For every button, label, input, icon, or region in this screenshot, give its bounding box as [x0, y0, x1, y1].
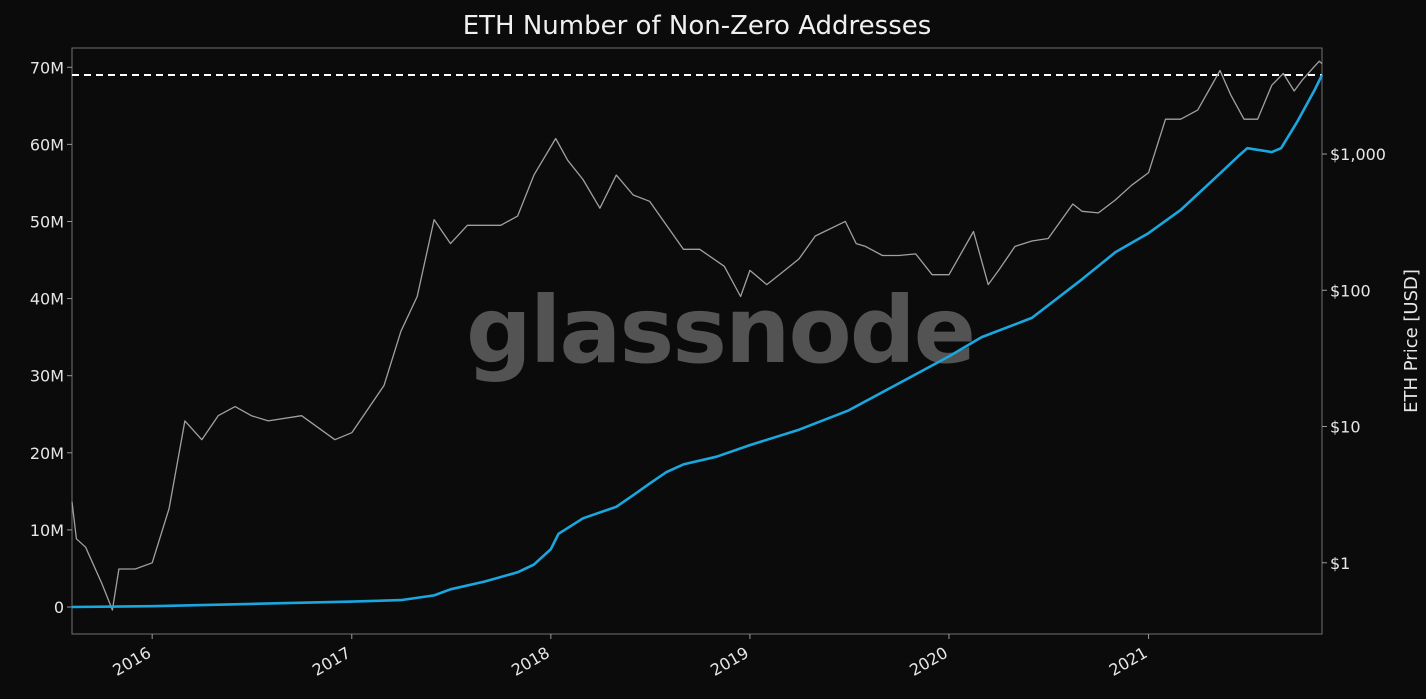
left-tick-label: 50M — [30, 212, 64, 231]
left-tick-label: 60M — [30, 135, 64, 154]
non-zero-addresses-line — [71, 74, 1324, 609]
left-tick-label: 40M — [30, 290, 64, 309]
addresses-series-group — [71, 74, 1324, 609]
left-tick-label: 0 — [54, 598, 64, 617]
left-tick-label: 70M — [30, 58, 64, 77]
x-tick-label: 2018 — [508, 643, 553, 680]
right-tick-label: $1,000 — [1330, 145, 1386, 164]
x-tick-label: 2020 — [906, 643, 951, 680]
left-tick-label: 30M — [30, 367, 64, 386]
right-tick-label: $10 — [1330, 418, 1361, 437]
eth-price-line — [71, 60, 1323, 611]
right-tick-label: $100 — [1330, 281, 1371, 300]
plot-area — [71, 47, 1323, 635]
left-axis-ticks: 0 10M 20M 30M 40M 50M 60M 70M — [30, 58, 72, 617]
x-tick-label: 2016 — [109, 643, 154, 680]
right-axis-ticks: $1 $10 $100 $1,000 — [1322, 145, 1386, 573]
left-tick-label: 20M — [30, 444, 64, 463]
right-tick-label: $1 — [1330, 554, 1350, 573]
x-tick-label: 2019 — [707, 643, 752, 680]
x-tick-label: 2021 — [1106, 643, 1151, 680]
x-axis-ticks: 2016 2017 2018 2019 2020 2021 — [109, 634, 1151, 680]
left-tick-label: 10M — [30, 521, 64, 540]
x-tick-label: 2017 — [309, 643, 354, 680]
watermark: glassnode — [466, 277, 974, 384]
price-series-group — [71, 60, 1323, 611]
right-axis-label: ETH Price [USD] — [1401, 269, 1422, 413]
chart-title: ETH Number of Non-Zero Addresses — [463, 11, 932, 41]
